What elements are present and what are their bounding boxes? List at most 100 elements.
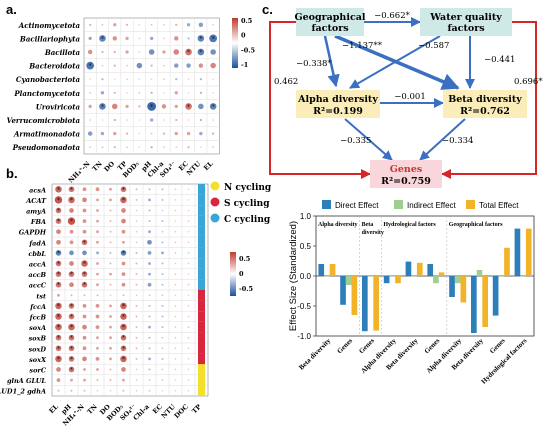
correlation-dot <box>68 345 75 352</box>
category-bar-segment <box>198 205 205 216</box>
correlation-dot <box>187 199 190 201</box>
correlation-dot <box>135 379 138 381</box>
x-tick-label: Genes <box>488 337 507 356</box>
node-alpha-name: Alpha diversity <box>297 94 378 105</box>
x-tick-label: Genes <box>423 337 442 356</box>
correlation-dot <box>109 368 112 371</box>
correlation-dot <box>187 119 190 121</box>
category-bar-segment <box>198 226 205 237</box>
correlation-dot <box>148 336 151 339</box>
significance-mark: * <box>83 272 86 279</box>
correlation-dot <box>96 368 99 371</box>
correlation-dot <box>163 24 165 26</box>
correlation-dot <box>161 104 167 109</box>
correlation-dot <box>96 209 99 212</box>
bar <box>395 276 401 284</box>
correlation-dot <box>96 283 99 287</box>
correlation-dot <box>113 91 116 94</box>
bar <box>416 262 423 276</box>
significance-mark: * <box>83 261 86 268</box>
correlation-dot <box>135 251 138 254</box>
correlation-dot <box>68 323 75 331</box>
correlation-dot <box>174 368 177 371</box>
significance-mark: * <box>57 335 60 342</box>
correlation-dot <box>138 37 141 40</box>
significance-mark: * <box>70 356 73 363</box>
correlation-dot <box>187 294 190 297</box>
correlation-dot <box>109 198 112 202</box>
correlation-dot <box>96 240 99 244</box>
node-water-line2: factors <box>447 23 484 34</box>
correlation-dot <box>135 283 138 286</box>
correlation-dot <box>121 272 126 276</box>
group-title: Geographical factors <box>449 222 503 228</box>
correlation-dot <box>174 199 177 201</box>
correlation-dot <box>161 336 164 339</box>
correlation-dot <box>187 188 190 191</box>
correlation-dot <box>148 49 155 55</box>
correlation-dot <box>175 78 178 81</box>
correlation-dot <box>163 92 165 94</box>
correlation-dot <box>148 272 151 276</box>
correlation-dot <box>68 313 75 320</box>
significance-mark: * <box>89 63 92 70</box>
bar <box>405 261 412 276</box>
column-label: TN <box>91 160 104 173</box>
significance-mark: * <box>70 346 73 353</box>
correlation-dot <box>121 218 126 224</box>
column-label: DO <box>103 160 117 174</box>
correlation-dot <box>55 271 62 277</box>
correlation-dot <box>122 378 125 382</box>
correlation-dot <box>121 208 126 213</box>
correlation-dot <box>69 250 74 256</box>
correlation-dot <box>199 118 202 122</box>
correlation-dot <box>68 271 75 277</box>
arrow-alpha-genes <box>344 118 393 161</box>
row-label: cbbL <box>28 250 46 258</box>
bar <box>460 276 467 303</box>
correlation-dot <box>81 239 88 246</box>
correlation-dot <box>109 315 112 318</box>
correlation-dot <box>148 379 151 381</box>
node-alpha-diversity <box>296 90 380 118</box>
significance-mark: * <box>122 187 125 194</box>
correlation-dot <box>174 188 177 191</box>
correlation-dot <box>174 305 177 307</box>
correlation-dot <box>187 209 190 212</box>
correlation-dot <box>187 252 190 254</box>
node-beta-r2: R²=0.762 <box>460 106 510 117</box>
correlation-dot <box>68 186 75 193</box>
x-tick-label: Beta diversity <box>297 336 332 371</box>
legend-label: Indirect Effect <box>407 201 457 210</box>
correlation-dot <box>161 230 164 233</box>
correlation-dot <box>109 283 112 286</box>
correlation-dot <box>96 219 99 223</box>
path-coef-geo-alpha: −0.338* <box>296 59 332 69</box>
path-diagram: Geographical factors Water quality facto… <box>269 8 543 188</box>
correlation-dot <box>125 36 129 41</box>
significance-mark: * <box>70 325 73 332</box>
correlation-dot <box>55 281 62 288</box>
significance-mark: * <box>83 282 86 289</box>
correlation-dot <box>135 209 138 212</box>
correlation-dot <box>197 35 205 42</box>
correlation-dot <box>109 230 112 233</box>
panel-a-colorbar-ticks: 0.5 0 -0.5 -1 <box>241 17 255 69</box>
correlation-dot <box>135 220 138 222</box>
correlation-dot <box>136 62 143 69</box>
arrow-water-alpha <box>349 35 441 89</box>
significance-mark: * <box>57 325 60 332</box>
correlation-dot <box>96 389 99 392</box>
significance-mark: * <box>122 314 125 321</box>
correlation-dot <box>120 334 127 341</box>
correlation-dot <box>111 103 118 110</box>
path-coef-water-genes: 0.696* <box>514 77 543 87</box>
category-bar-segment <box>198 300 205 312</box>
node-beta-diversity <box>443 90 527 118</box>
legend-swatch <box>394 200 403 209</box>
correlation-dot <box>162 50 166 54</box>
y-tick-label: 0.5 <box>300 242 312 251</box>
correlation-dot <box>138 92 141 94</box>
significance-mark: * <box>70 272 73 279</box>
node-geo-line1: Geographical <box>294 12 365 23</box>
